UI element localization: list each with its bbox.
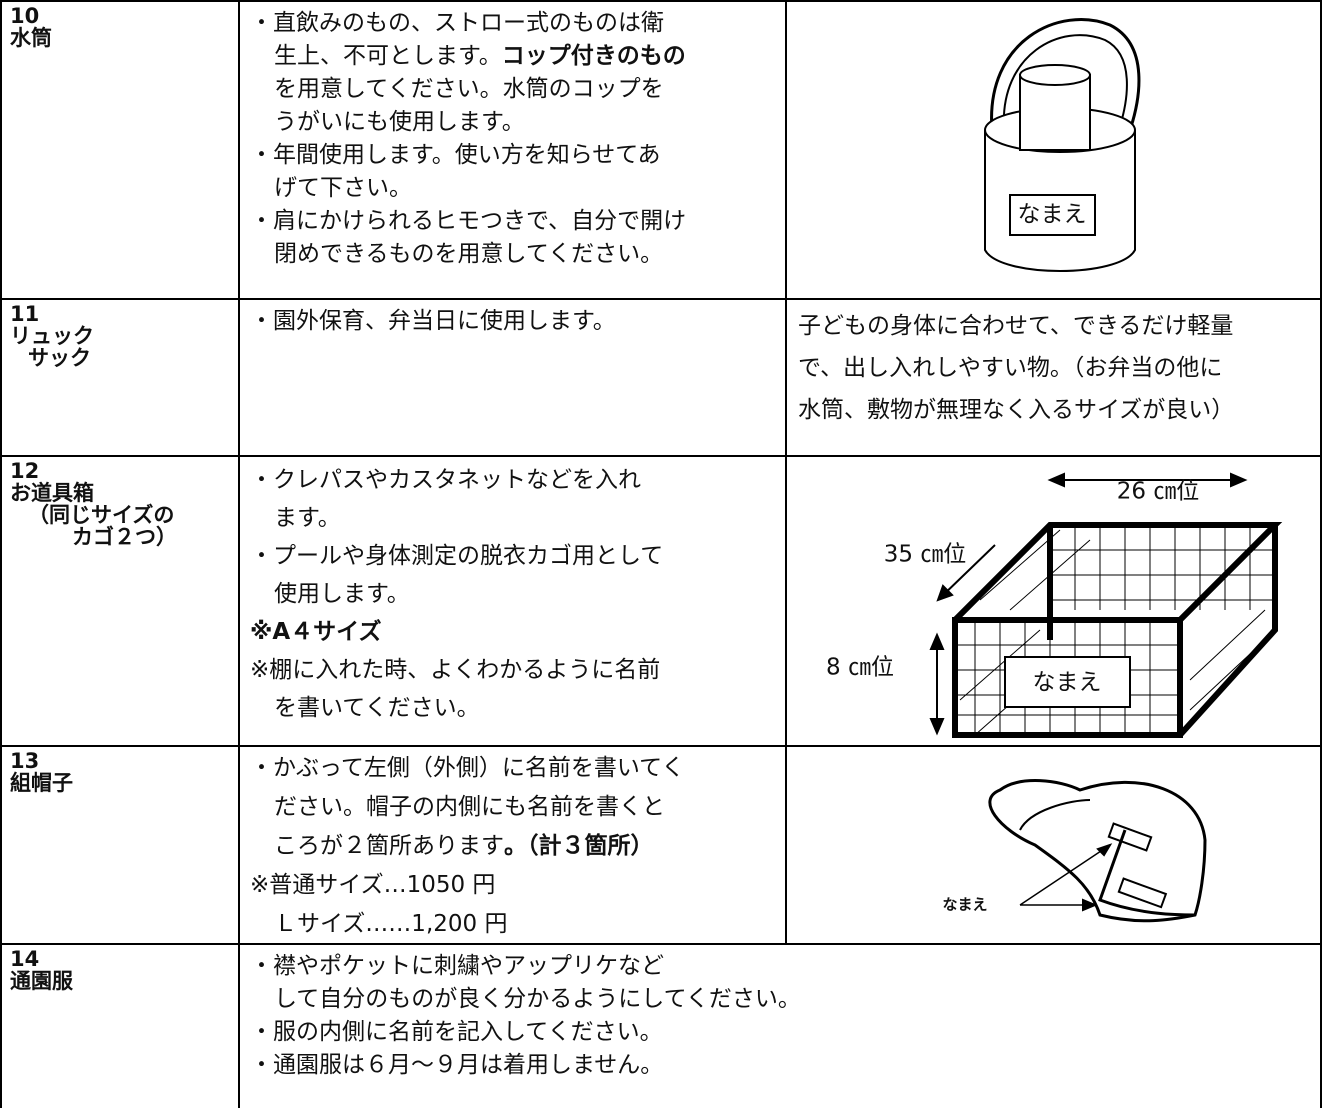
note-text: Ｌサイズ……1,200 円 [274, 911, 508, 937]
note-text: ・かぶって左側（外側）に名前を書いてく [250, 755, 685, 781]
note-text: ・プールや身体測定の脱衣カゴ用として [250, 543, 664, 569]
note-text: 生上、不可とします。 [274, 43, 502, 69]
note-line: ・直飲みのもの、ストロー式のものは衛 [250, 3, 664, 37]
box-height: 8 ㎝位 [826, 655, 894, 681]
note-text: を書いてください。 [274, 695, 480, 721]
item-name: 組帽子 [10, 771, 73, 795]
border [0, 0, 1322, 2]
description-line: で、出し入れしやすい物。（お弁当の他に [798, 355, 1223, 381]
border [0, 298, 1322, 300]
note-line: ・園外保育、弁当日に使用します。 [250, 301, 616, 335]
border [0, 0, 2, 1108]
item-name: カゴ２つ） [72, 525, 177, 549]
note-line: を用意してください。水筒のコップを [274, 69, 664, 103]
note-text: ・クレパスやカスタネットなどを入れ [250, 467, 641, 493]
note-line: ます。 [274, 498, 341, 532]
note-text: ※A４サイズ [250, 619, 382, 645]
note-text: ださい。帽子の内側にも名前を書くと [274, 794, 665, 820]
item-number: 11 [10, 302, 40, 326]
note-text: ・通園服は６月～９月は着用しません。 [250, 1052, 664, 1078]
border [238, 0, 240, 1108]
note-text: ※棚に入れた時、よくわかるように名前 [250, 657, 661, 683]
box-label: なまえ [1033, 670, 1102, 696]
note-line: ・プールや身体測定の脱衣カゴ用として [250, 536, 663, 570]
item-name: サック [28, 346, 91, 370]
note-line: して自分のものが良く分かるようにしてください。 [274, 979, 801, 1013]
item-name: 通園服 [10, 969, 73, 993]
note-line: Ｌサイズ……1,200 円 [274, 904, 507, 938]
description-line: 子どもの身体に合わせて、できるだけ軽量 [798, 313, 1234, 339]
note-text: 閉めできるものを用意してください。 [274, 241, 664, 267]
note-line: 使用します。 [274, 574, 410, 608]
note-line: ・通園服は６月～９月は着用しません。 [250, 1045, 663, 1079]
canteen-label: なまえ [1018, 202, 1087, 228]
box-width: 26 ㎝位 [1117, 479, 1200, 505]
note-text: ※普通サイズ…1050 円 [250, 872, 496, 898]
note-line: げて下さい。 [274, 168, 412, 202]
note-text: ころが２箇所あります [274, 833, 504, 859]
note-text: を用意してください。水筒のコップを [274, 76, 664, 102]
item-number: 10 [10, 4, 40, 28]
note-line: ※A４サイズ [250, 612, 381, 646]
note-line: ※普通サイズ…1050 円 [250, 865, 495, 899]
note-text: ・肩にかけられるヒモつきで、自分で開け [250, 208, 687, 234]
item-number: 14 [10, 947, 40, 971]
note-line: ・かぶって左側（外側）に名前を書いてく [250, 748, 684, 782]
description-line: 水筒、敷物が無理なく入るサイズが良い） [798, 397, 1235, 423]
item-number: 12 [10, 459, 40, 483]
note-line: 閉めできるものを用意してください。 [274, 234, 663, 268]
note-line: ・襟やポケットに刺繍やアップリケなど [250, 946, 664, 980]
note-line: うがいにも使用します。 [274, 102, 525, 136]
item-name: お道具箱 [10, 481, 94, 505]
border [0, 745, 1322, 747]
item-name: （同じサイズの [28, 503, 175, 527]
box-depth: 35 ㎝位 [884, 542, 967, 568]
item-name: リュック [10, 324, 94, 348]
note-text: コップ付きのもの [501, 43, 686, 69]
note-line: 生上、不可とします。コップ付きのもの [274, 36, 686, 70]
note-text: ・襟やポケットに刺繍やアップリケなど [250, 953, 664, 979]
note-line: を書いてください。 [274, 688, 480, 722]
border [0, 943, 1322, 945]
item-number: 13 [10, 749, 40, 773]
note-line: ころが２箇所あります。（計３箇所） [274, 826, 654, 860]
note-line: ・肩にかけられるヒモつきで、自分で開け [250, 201, 686, 235]
item-name: 水筒 [10, 26, 52, 50]
border [1320, 0, 1322, 1108]
border [785, 0, 787, 943]
note-text: ・園外保育、弁当日に使用します。 [250, 308, 616, 334]
note-line: ださい。帽子の内側にも名前を書くと [274, 787, 665, 821]
note-text: して自分のものが良く分かるようにしてください。 [274, 986, 801, 1012]
note-text: ・服の内側に名前を記入してください。 [250, 1019, 663, 1045]
note-text: うがいにも使用します。 [274, 109, 525, 135]
note-text: 。（計３箇所） [504, 833, 654, 859]
note-line: ・クレパスやカスタネットなどを入れ [250, 460, 641, 494]
note-text: ます。 [274, 505, 341, 531]
note-text: げて下さい。 [274, 175, 412, 201]
note-line: ・年間使用します。使い方を知らせてあ [250, 135, 661, 169]
note-line: ※棚に入れた時、よくわかるように名前 [250, 650, 660, 684]
cap-label: なまえ [942, 896, 987, 914]
note-text: ・年間使用します。使い方を知らせてあ [250, 142, 661, 168]
note-line: ・服の内側に名前を記入してください。 [250, 1012, 663, 1046]
note-text: 使用します。 [274, 581, 410, 607]
note-text: ・直飲みのもの、ストロー式のものは衛 [250, 10, 664, 36]
border [0, 455, 1322, 457]
